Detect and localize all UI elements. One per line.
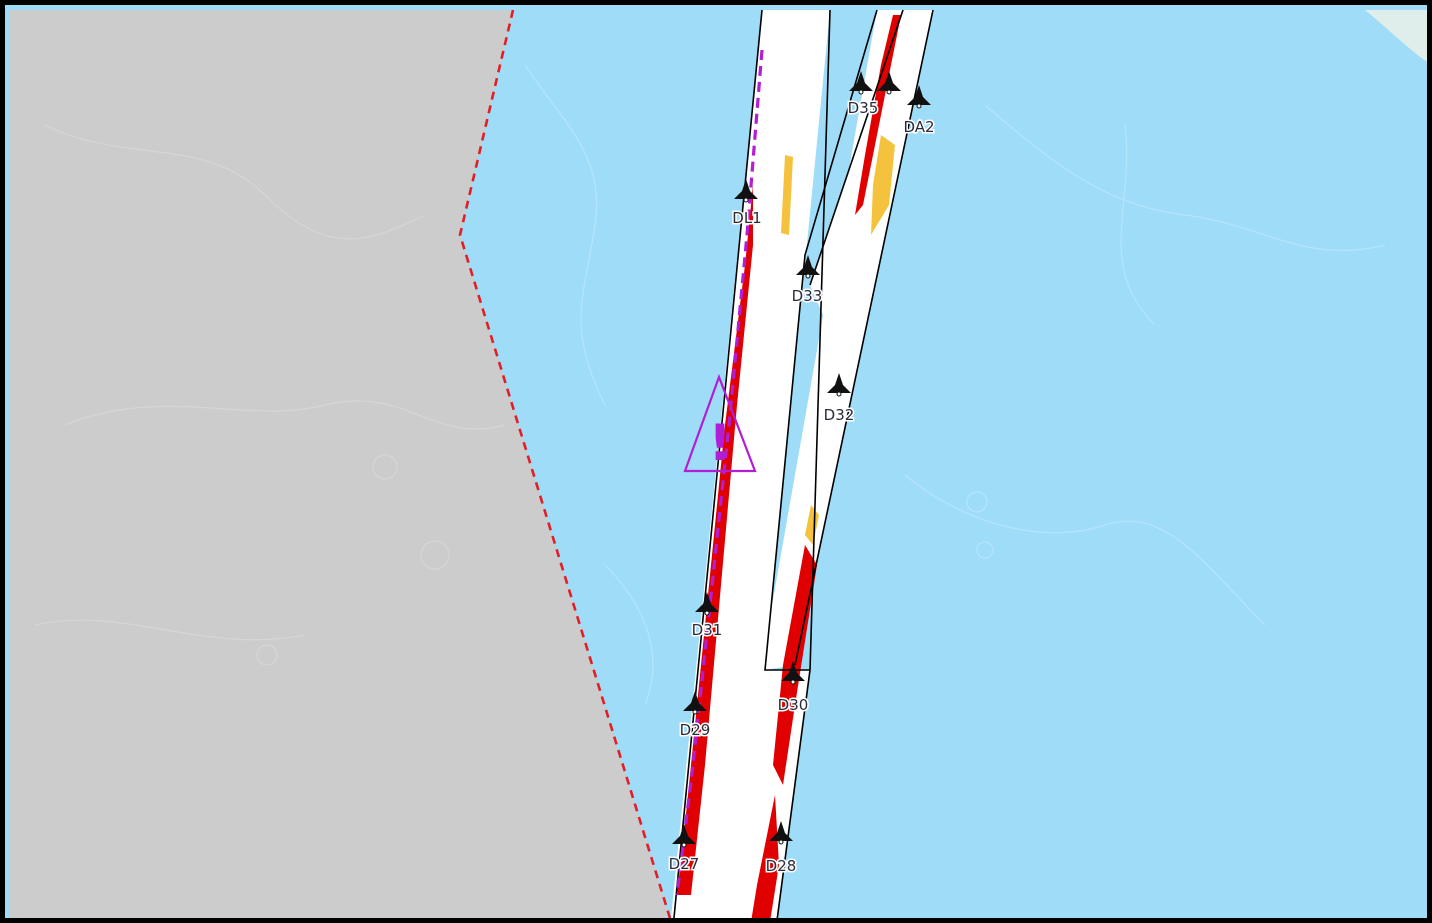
buoy-d32[interactable]: D32 [822, 373, 856, 426]
buoy-label: D32 [824, 406, 855, 424]
buoy-icon [672, 824, 696, 844]
channel-outlines [673, 9, 934, 918]
coastline [1365, 10, 1427, 62]
buoy-d31[interactable]: D31 [690, 592, 724, 641]
buoy-icon [695, 592, 719, 612]
buoy-label: D33 [792, 287, 823, 305]
buoys-layer: D35 DA2 DL1 D33 D32 D31 D30 D29 D28 D27 [667, 71, 936, 877]
buoy-label: D27 [669, 855, 700, 873]
buoy-label: DL1 [732, 209, 761, 227]
restricted-area-boundary [458, 9, 672, 918]
buoy-d34[interactable] [877, 71, 901, 95]
buoy-position-dot [805, 273, 811, 279]
nautical-chart[interactable]: ! D35 DA2 DL1 D33 D32 D31 D30 D29 D28 D27 [5, 5, 1432, 923]
buoy-d28[interactable]: D28 [764, 821, 798, 877]
buoy-position-dot [704, 610, 710, 616]
buoy-position-dot [916, 103, 922, 109]
warning-triangle-icon[interactable]: ! [683, 373, 757, 473]
buoy-d27[interactable]: D27 [667, 824, 701, 875]
buoy-label: D35 [848, 99, 879, 117]
buoy-da2[interactable]: DA2 [902, 85, 936, 138]
buoy-position-dot [858, 89, 864, 95]
branch-channel-inner [810, 10, 933, 365]
buoy-position-dot [778, 839, 784, 845]
buoy-icon [796, 255, 820, 275]
buoy-icon [849, 71, 873, 91]
buoy-label: D29 [680, 721, 711, 739]
buoy-icon [827, 373, 851, 393]
buoy-icon [734, 179, 758, 199]
buoy-icon [781, 661, 805, 681]
buoy-d35[interactable]: D35 [846, 71, 880, 119]
buoy-position-dot [681, 842, 687, 848]
buoy-position-dot [790, 679, 796, 685]
land-contours [34, 124, 506, 666]
buoy-d29[interactable]: D29 [678, 691, 712, 741]
buoy-position-dot [836, 391, 842, 397]
warning-symbol: ! [709, 414, 732, 472]
buoy-icon [907, 85, 931, 105]
buoy-position-dot [886, 89, 892, 95]
buoy-icon [877, 71, 901, 91]
buoy-label: D31 [692, 621, 723, 639]
buoy-label: DA2 [903, 118, 934, 136]
buoy-d33[interactable]: D33 [790, 255, 824, 307]
buoy-label: D28 [766, 857, 797, 875]
buoy-d30[interactable]: D30 [776, 661, 810, 716]
buoy-position-dot [743, 197, 749, 203]
buoy-position-dot [692, 709, 698, 715]
recommended-track [675, 49, 764, 896]
buoy-icon [683, 691, 707, 711]
land-area [10, 10, 670, 918]
buoy-icon [769, 821, 793, 841]
buoy-label: D30 [778, 696, 809, 714]
buoy-dl1[interactable]: DL1 [731, 179, 763, 229]
depth-contours [524, 64, 1386, 706]
